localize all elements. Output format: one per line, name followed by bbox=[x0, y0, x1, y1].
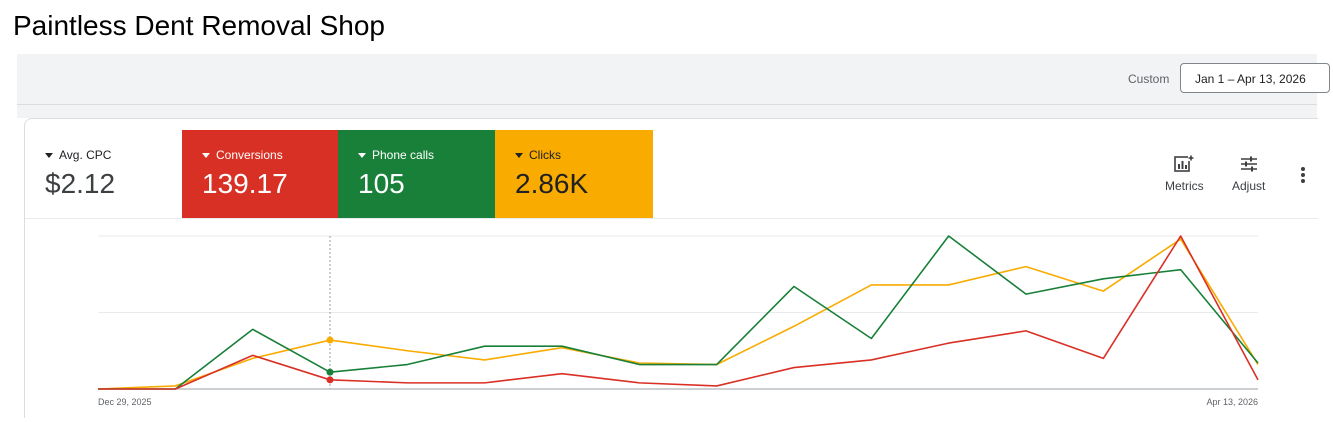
metric-label-row: Phone calls bbox=[358, 148, 495, 162]
x-axis-end-label: Apr 13, 2026 bbox=[1206, 397, 1258, 407]
divider bbox=[25, 218, 1318, 219]
metric-value-clicks: 2.86K bbox=[515, 168, 589, 199]
bar-chart-add-icon bbox=[1174, 155, 1195, 172]
metrics-button-label: Metrics bbox=[1165, 179, 1204, 193]
data-point-0-3[interactable] bbox=[326, 336, 334, 344]
data-point-1-3[interactable] bbox=[326, 368, 334, 376]
metric-tile-conversions[interactable]: Conversions 139.17 bbox=[182, 130, 338, 218]
metric-label-clicks: Clicks bbox=[529, 148, 561, 162]
caret-down-icon[interactable] bbox=[515, 152, 523, 158]
metric-label-phone-calls: Phone calls bbox=[372, 148, 435, 162]
performance-card: Avg. CPC $2.12 Conversions 139.17 Phone … bbox=[24, 118, 1318, 418]
caret-down-icon[interactable] bbox=[358, 152, 366, 158]
metric-label-row: Conversions bbox=[202, 148, 338, 162]
tune-icon bbox=[1240, 156, 1257, 172]
caret-down-icon[interactable] bbox=[202, 152, 210, 158]
metrics-button[interactable]: Metrics bbox=[1165, 155, 1204, 193]
page-title: Paintless Dent Removal Shop bbox=[13, 10, 385, 41]
metric-value-avg-cpc: $2.12 bbox=[45, 168, 116, 199]
adjust-button-label: Adjust bbox=[1232, 179, 1266, 193]
metric-tile-avg-cpc[interactable]: Avg. CPC $2.12 bbox=[25, 130, 182, 218]
metric-value-phone-calls: 105 bbox=[358, 168, 405, 199]
metric-tile-phone-calls[interactable]: Phone calls 105 bbox=[338, 130, 495, 218]
x-axis-start-label: Dec 29, 2025 bbox=[98, 397, 152, 407]
metric-label-conversions: Conversions bbox=[216, 148, 283, 162]
metric-label-avg-cpc: Avg. CPC bbox=[59, 148, 112, 162]
caret-down-icon[interactable] bbox=[45, 152, 53, 158]
metric-tile-clicks[interactable]: Clicks 2.86K bbox=[495, 130, 653, 218]
series-line-0 bbox=[97, 238, 1259, 390]
metric-value-conversions: 139.17 bbox=[202, 168, 288, 199]
date-toolbar: Custom Jan 1 – Apr 13, 2026 bbox=[17, 54, 1330, 105]
metric-label-row: Clicks bbox=[515, 148, 653, 162]
date-range-picker[interactable]: Jan 1 – Apr 13, 2026 bbox=[1180, 63, 1330, 93]
series-line-1 bbox=[98, 235, 1259, 390]
adjust-button[interactable]: Adjust bbox=[1232, 155, 1265, 193]
metric-label-row: Avg. CPC bbox=[45, 148, 182, 162]
data-point-2-3[interactable] bbox=[326, 376, 334, 384]
section-separator bbox=[17, 105, 1317, 118]
series-line-2 bbox=[98, 235, 1259, 390]
custom-range-label: Custom bbox=[1128, 72, 1170, 86]
more-vert-icon[interactable] bbox=[1297, 165, 1309, 185]
